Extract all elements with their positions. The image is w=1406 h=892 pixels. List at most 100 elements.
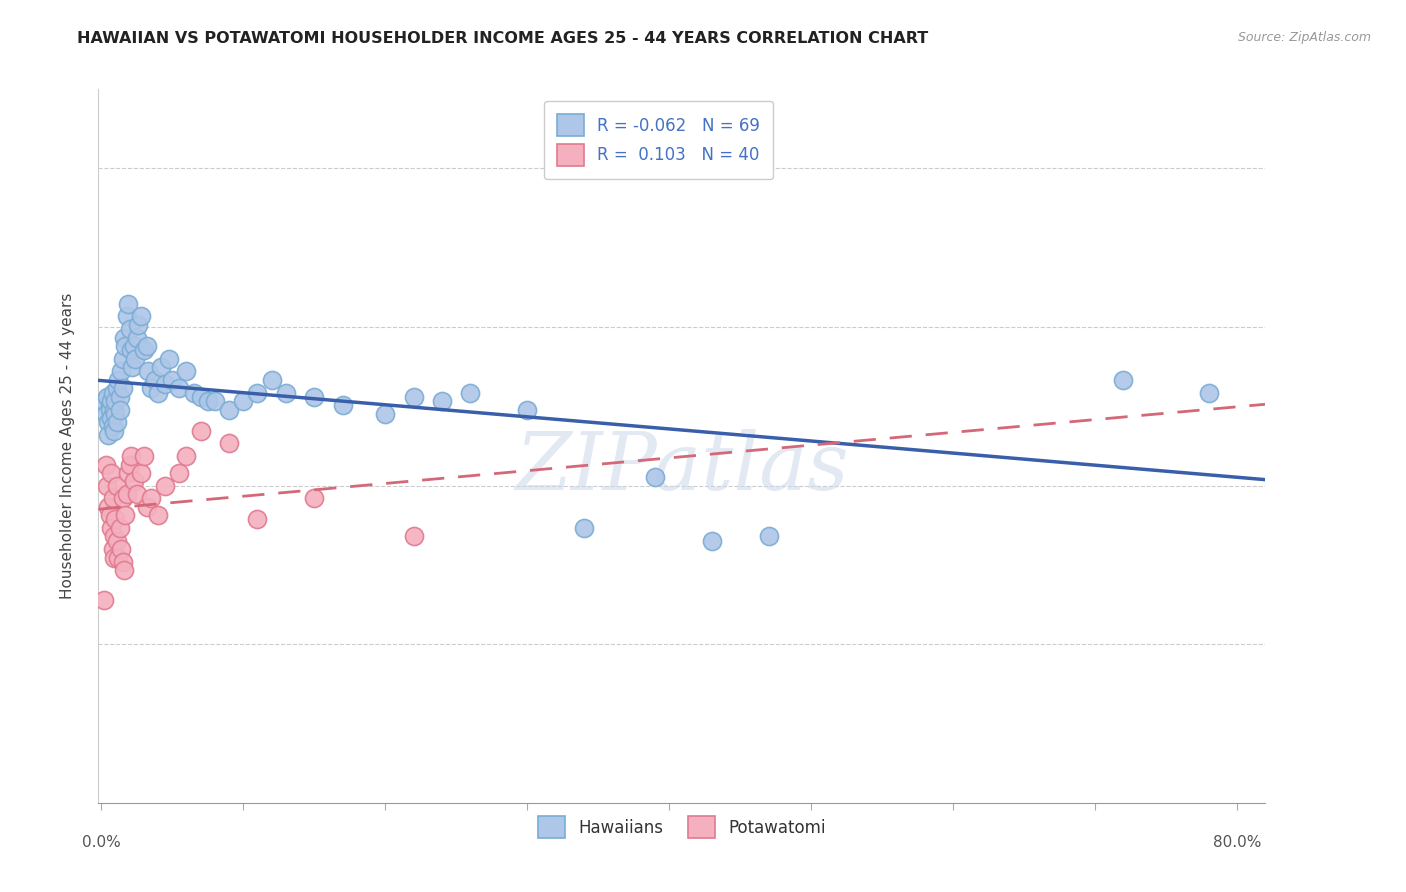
Point xyxy=(105,381,128,395)
Point xyxy=(108,390,131,404)
Point xyxy=(110,542,132,557)
Point xyxy=(114,339,136,353)
Point xyxy=(146,385,169,400)
Point xyxy=(460,385,482,400)
Point xyxy=(402,529,425,543)
Point xyxy=(127,318,149,332)
Point xyxy=(260,373,283,387)
Point xyxy=(94,458,117,472)
Point xyxy=(121,360,143,375)
Point xyxy=(218,402,240,417)
Point xyxy=(107,373,129,387)
Point xyxy=(117,466,139,480)
Point xyxy=(132,343,155,358)
Point xyxy=(103,402,125,417)
Point xyxy=(101,385,124,400)
Point xyxy=(101,491,124,506)
Point xyxy=(302,390,325,404)
Text: Source: ZipAtlas.com: Source: ZipAtlas.com xyxy=(1237,31,1371,45)
Point xyxy=(135,339,157,353)
Point xyxy=(153,478,176,492)
Point xyxy=(100,466,122,480)
Point xyxy=(136,364,159,378)
Point xyxy=(120,343,142,358)
Point xyxy=(169,466,191,480)
Point xyxy=(117,297,139,311)
Text: 0.0%: 0.0% xyxy=(82,835,121,850)
Point xyxy=(111,555,134,569)
Point xyxy=(105,478,128,492)
Point xyxy=(162,373,184,387)
Point xyxy=(107,550,129,565)
Point xyxy=(157,351,180,366)
Point xyxy=(115,310,138,324)
Point xyxy=(97,415,120,429)
Point xyxy=(104,512,127,526)
Point xyxy=(122,339,145,353)
Point xyxy=(108,402,131,417)
Point xyxy=(104,394,127,409)
Point xyxy=(93,394,115,409)
Point xyxy=(246,385,269,400)
Point xyxy=(124,351,146,366)
Point xyxy=(332,398,354,412)
Point xyxy=(104,407,127,421)
Point xyxy=(700,533,723,548)
Point xyxy=(97,428,120,442)
Point xyxy=(197,394,219,409)
Point xyxy=(176,449,198,463)
Point xyxy=(169,381,191,395)
Point xyxy=(644,470,666,484)
Point xyxy=(125,487,148,501)
Point xyxy=(430,394,453,409)
Point xyxy=(93,592,115,607)
Point xyxy=(146,508,169,523)
Point xyxy=(111,381,134,395)
Point xyxy=(183,385,205,400)
Text: HAWAIIAN VS POTAWATOMI HOUSEHOLDER INCOME AGES 25 - 44 YEARS CORRELATION CHART: HAWAIIAN VS POTAWATOMI HOUSEHOLDER INCOM… xyxy=(77,31,928,46)
Point xyxy=(100,411,122,425)
Point xyxy=(218,436,240,450)
Point xyxy=(112,563,135,577)
Point xyxy=(1198,385,1220,400)
Point xyxy=(103,529,125,543)
Point xyxy=(374,407,396,421)
Point xyxy=(111,491,134,506)
Point xyxy=(125,331,148,345)
Point xyxy=(129,466,152,480)
Point xyxy=(112,331,135,345)
Point xyxy=(100,394,122,409)
Point xyxy=(100,521,122,535)
Point xyxy=(110,364,132,378)
Point xyxy=(139,491,162,506)
Point xyxy=(129,310,152,324)
Point xyxy=(122,475,145,489)
Point xyxy=(101,542,124,557)
Point xyxy=(96,478,118,492)
Point xyxy=(114,508,136,523)
Point xyxy=(94,407,117,421)
Legend: Hawaiians, Potawatomi: Hawaiians, Potawatomi xyxy=(531,810,832,845)
Point xyxy=(1112,373,1135,387)
Point xyxy=(103,424,125,438)
Y-axis label: Householder Income Ages 25 - 44 years: Householder Income Ages 25 - 44 years xyxy=(60,293,75,599)
Point xyxy=(118,322,141,336)
Point xyxy=(402,390,425,404)
Point xyxy=(232,394,254,409)
Point xyxy=(118,458,141,472)
Point xyxy=(105,415,128,429)
Point xyxy=(190,390,212,404)
Point xyxy=(98,402,121,417)
Point xyxy=(139,381,162,395)
Point xyxy=(101,419,124,434)
Text: ZIPatlas: ZIPatlas xyxy=(515,429,849,506)
Point xyxy=(176,364,198,378)
Point xyxy=(758,529,780,543)
Point xyxy=(120,449,142,463)
Point xyxy=(516,402,538,417)
Point xyxy=(108,521,131,535)
Point xyxy=(115,487,138,501)
Point xyxy=(96,390,118,404)
Point xyxy=(149,360,172,375)
Point xyxy=(135,500,157,514)
